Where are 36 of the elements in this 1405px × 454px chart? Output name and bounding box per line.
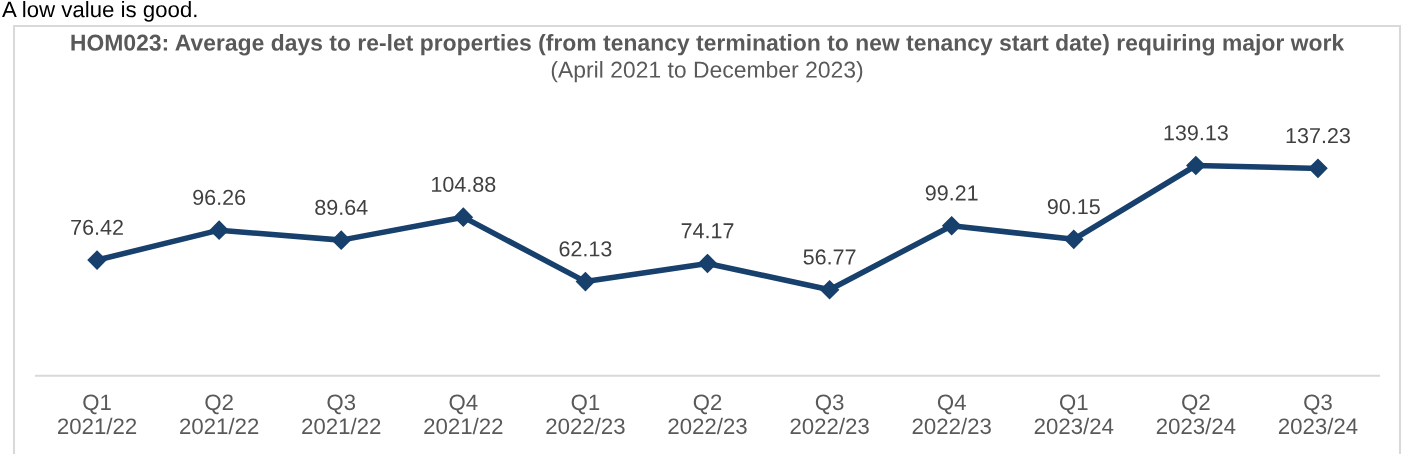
chart-subtitle: (April 2021 to December 2023)	[551, 61, 863, 83]
data-label: 76.42	[71, 219, 123, 235]
x-tick-label: Q1 2021/22	[58, 394, 137, 435]
x-tick-label: Q2 2022/23	[668, 394, 747, 435]
x-tick-label: Q3 2022/23	[790, 394, 869, 435]
x-tick-label: Q3 2023/24	[1278, 394, 1358, 435]
point	[87, 250, 107, 270]
point	[331, 230, 351, 250]
x-tick-label: Q4 2021/22	[424, 394, 503, 435]
data-label: 104.88	[432, 176, 496, 193]
data-label: 90.15	[1047, 199, 1100, 215]
point	[697, 253, 718, 273]
data-label: 137.23	[1286, 128, 1350, 144]
point	[820, 280, 840, 300]
data-label: 62.13	[559, 241, 612, 257]
x-tick-label: Q1 2023/24	[1034, 394, 1114, 435]
chart-title: HOM023: Average days to re-let properties (from tenancy termination to new tenancy start date) requiring major work	[71, 34, 1345, 56]
point	[575, 272, 595, 292]
x-tick-label: Q2 2023/24	[1156, 394, 1236, 435]
x-tick-label: Q2 2021/22	[180, 394, 259, 435]
text: A low value is good.	[2, 1, 197, 22]
point	[453, 207, 473, 227]
point	[1064, 229, 1084, 249]
data-label: 99.21	[925, 185, 978, 201]
data-label: 96.26	[193, 189, 246, 206]
point	[1308, 158, 1328, 178]
data-label: 74.17	[681, 223, 734, 239]
point	[209, 220, 229, 240]
point	[942, 216, 962, 236]
data-label: 139.13	[1164, 125, 1228, 141]
x-tick-label: Q3 2021/22	[302, 394, 381, 435]
data-label: 56.77	[803, 249, 856, 265]
x-tick-label: Q1 2022/23	[546, 394, 625, 435]
x-tick-label: Q4 2022/23	[912, 394, 991, 435]
point	[1186, 155, 1206, 176]
data-label: 89.64	[315, 199, 368, 216]
